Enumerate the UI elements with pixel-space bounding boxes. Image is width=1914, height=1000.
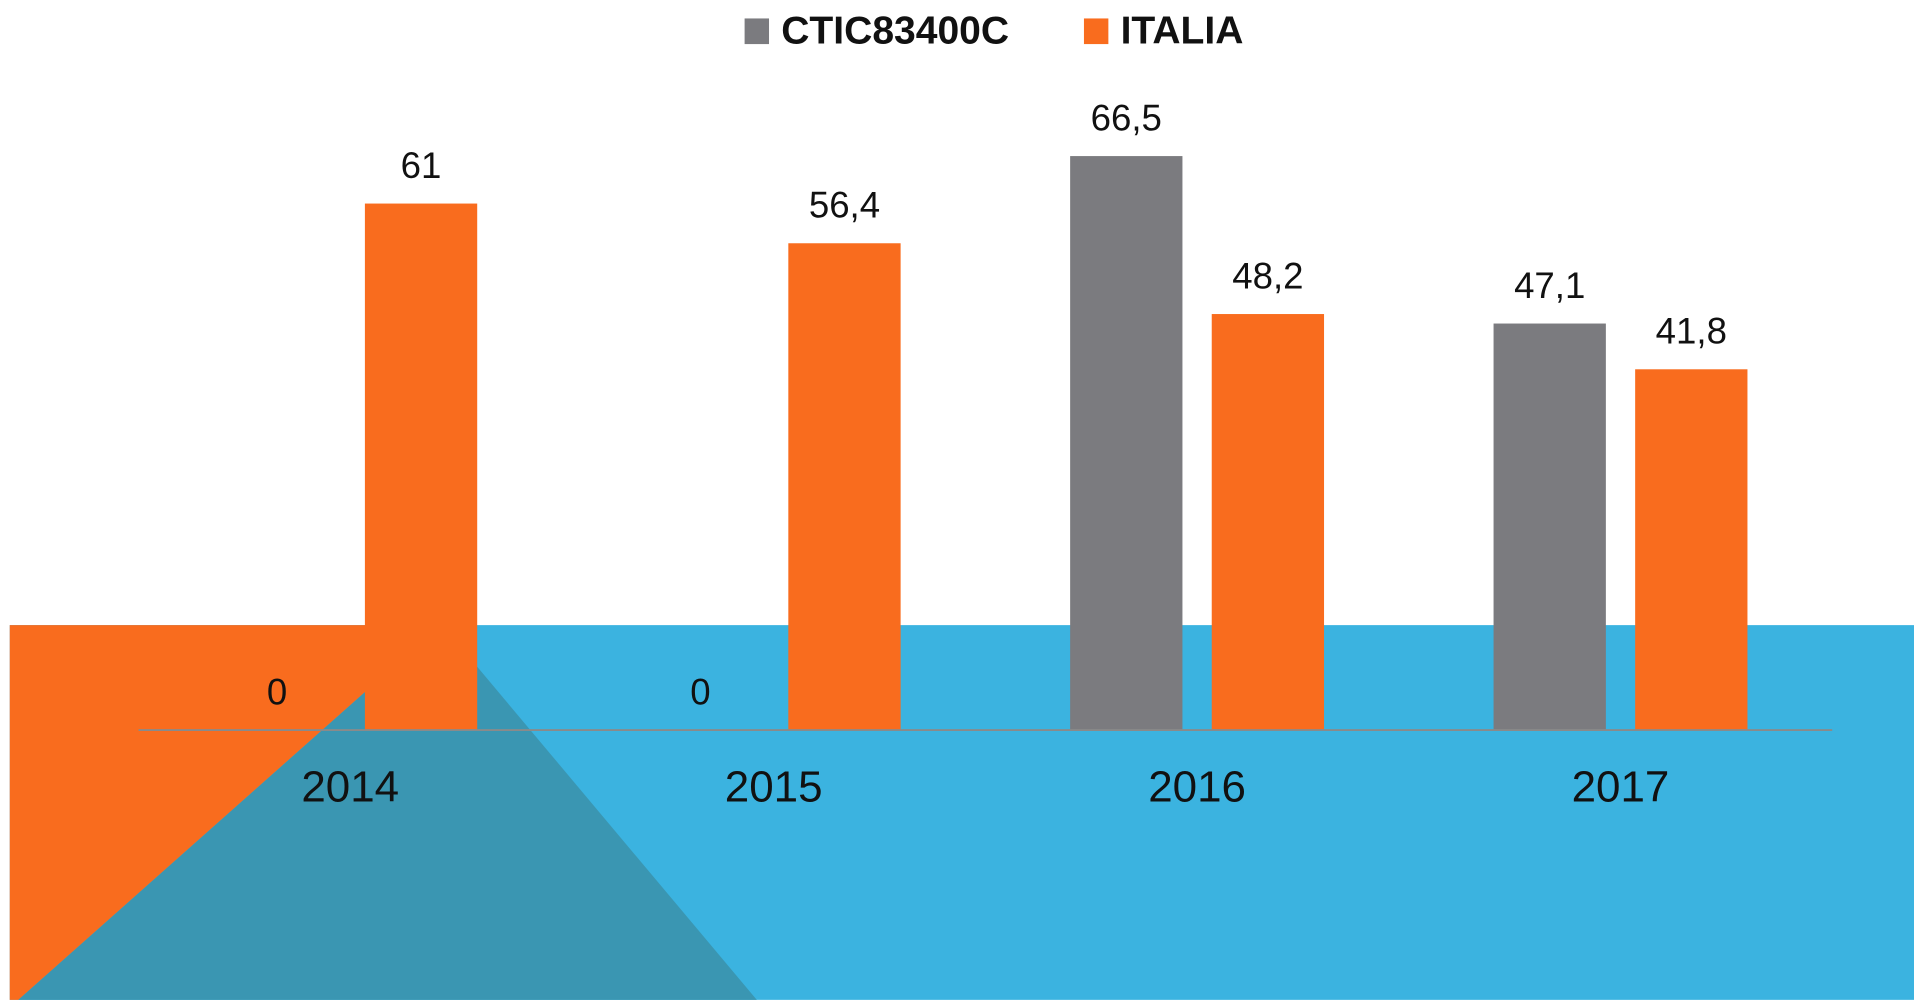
bar bbox=[1635, 369, 1748, 731]
x-tick-label: 2017 bbox=[1572, 763, 1670, 812]
data-label: 0 bbox=[267, 671, 287, 712]
x-tick-label: 2015 bbox=[725, 763, 823, 812]
data-label: 61 bbox=[401, 145, 442, 186]
legend-swatch bbox=[1083, 18, 1109, 45]
data-label: 56,4 bbox=[809, 185, 880, 226]
data-label: 0 bbox=[690, 671, 710, 712]
data-label: 41,8 bbox=[1656, 311, 1727, 352]
bar bbox=[788, 243, 901, 731]
x-tick-label: 2014 bbox=[301, 763, 399, 812]
data-label: 66,5 bbox=[1091, 97, 1162, 138]
background-triangle bbox=[18, 665, 757, 1000]
data-label: 47,1 bbox=[1514, 265, 1585, 306]
legend-label: ITALIA bbox=[1121, 9, 1244, 52]
bar bbox=[1211, 314, 1325, 731]
legend-swatch bbox=[744, 18, 770, 45]
legend-label: CTIC83400C bbox=[781, 9, 1009, 52]
x-tick-label: 2016 bbox=[1148, 763, 1246, 812]
bar bbox=[1493, 323, 1606, 731]
bar bbox=[364, 203, 478, 731]
background-shape bbox=[9, 625, 367, 1000]
bar bbox=[1070, 156, 1183, 731]
data-label: 48,2 bbox=[1232, 255, 1303, 296]
